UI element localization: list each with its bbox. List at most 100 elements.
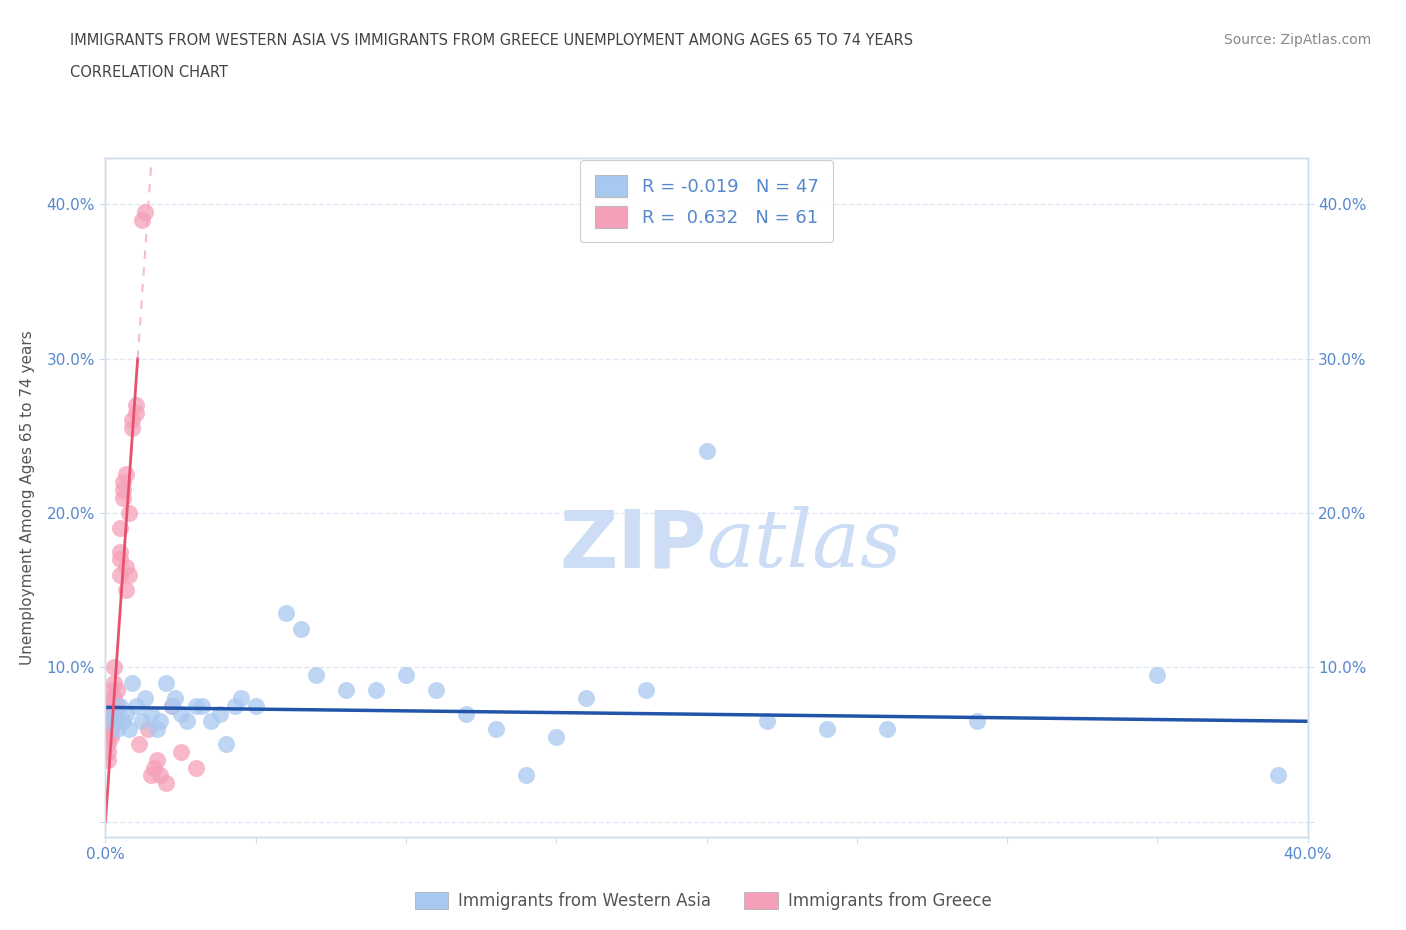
Point xyxy=(142,760,165,775)
Point xyxy=(124,405,146,420)
Point xyxy=(115,583,138,598)
Point xyxy=(169,706,191,721)
Point xyxy=(110,544,132,559)
Point xyxy=(290,621,312,636)
Point xyxy=(245,698,267,713)
Point xyxy=(696,444,718,458)
Point xyxy=(200,714,222,729)
Point xyxy=(97,706,120,721)
Point xyxy=(100,691,122,706)
Point xyxy=(103,660,125,675)
Legend: Immigrants from Western Asia, Immigrants from Greece: Immigrants from Western Asia, Immigrants… xyxy=(408,885,998,917)
Point xyxy=(155,776,177,790)
Point xyxy=(107,698,129,713)
Point xyxy=(112,490,135,505)
Point xyxy=(118,506,141,521)
Point xyxy=(145,722,167,737)
Point xyxy=(97,714,120,729)
Point xyxy=(274,605,297,620)
Point xyxy=(139,768,162,783)
Point xyxy=(100,714,122,729)
Point xyxy=(107,722,129,737)
Point xyxy=(100,698,122,713)
Point xyxy=(97,729,120,744)
Point xyxy=(148,768,170,783)
Point xyxy=(155,675,177,690)
Point xyxy=(100,729,122,744)
Point xyxy=(134,205,156,219)
Point xyxy=(395,668,418,683)
Point xyxy=(515,768,537,783)
Point xyxy=(115,467,138,482)
Point xyxy=(103,691,125,706)
Point xyxy=(575,691,598,706)
Point xyxy=(97,752,120,767)
Point xyxy=(160,698,183,713)
Point xyxy=(107,714,129,729)
Point xyxy=(103,675,125,690)
Point xyxy=(97,737,120,751)
Point xyxy=(335,683,357,698)
Point xyxy=(1267,768,1289,783)
Point xyxy=(112,474,135,489)
Point xyxy=(115,560,138,575)
Point xyxy=(110,551,132,566)
Point xyxy=(636,683,658,698)
Point xyxy=(100,714,122,729)
Point xyxy=(755,714,778,729)
Point xyxy=(103,714,125,729)
Point xyxy=(148,714,170,729)
Point xyxy=(136,722,159,737)
Point xyxy=(103,698,125,713)
Point xyxy=(103,706,125,721)
Point xyxy=(97,698,120,713)
Text: ZIP: ZIP xyxy=(560,506,707,584)
Point xyxy=(97,714,120,729)
Point xyxy=(966,714,988,729)
Point xyxy=(163,691,186,706)
Point xyxy=(160,698,183,713)
Point xyxy=(139,706,162,721)
Point xyxy=(107,698,129,713)
Point xyxy=(97,706,120,721)
Y-axis label: Unemployment Among Ages 65 to 74 years: Unemployment Among Ages 65 to 74 years xyxy=(21,330,35,665)
Point xyxy=(107,683,129,698)
Text: Source: ZipAtlas.com: Source: ZipAtlas.com xyxy=(1223,33,1371,46)
Point xyxy=(454,706,477,721)
Point xyxy=(100,722,122,737)
Point xyxy=(115,706,138,721)
Text: atlas: atlas xyxy=(707,506,901,584)
Point xyxy=(184,760,207,775)
Point xyxy=(121,413,143,428)
Point xyxy=(100,722,122,737)
Point xyxy=(103,706,125,721)
Point xyxy=(128,737,150,751)
Text: IMMIGRANTS FROM WESTERN ASIA VS IMMIGRANTS FROM GREECE UNEMPLOYMENT AMONG AGES 6: IMMIGRANTS FROM WESTERN ASIA VS IMMIGRAN… xyxy=(70,33,914,47)
Point xyxy=(1146,668,1168,683)
Point xyxy=(103,714,125,729)
Point xyxy=(97,722,120,737)
Point xyxy=(97,722,120,737)
Point xyxy=(134,691,156,706)
Point xyxy=(121,675,143,690)
Legend: R = -0.019   N = 47, R =  0.632   N = 61: R = -0.019 N = 47, R = 0.632 N = 61 xyxy=(581,160,832,243)
Point xyxy=(214,737,236,751)
Point xyxy=(190,698,212,713)
Point xyxy=(131,212,153,227)
Point xyxy=(224,698,246,713)
Point xyxy=(145,752,167,767)
Point xyxy=(305,668,328,683)
Point xyxy=(124,698,146,713)
Point xyxy=(184,698,207,713)
Point xyxy=(176,714,198,729)
Point xyxy=(425,683,447,698)
Point xyxy=(103,698,125,713)
Point xyxy=(485,722,508,737)
Point xyxy=(546,729,568,744)
Point xyxy=(112,714,135,729)
Point xyxy=(110,521,132,536)
Point xyxy=(118,567,141,582)
Point xyxy=(100,722,122,737)
Point xyxy=(131,714,153,729)
Text: CORRELATION CHART: CORRELATION CHART xyxy=(70,65,228,80)
